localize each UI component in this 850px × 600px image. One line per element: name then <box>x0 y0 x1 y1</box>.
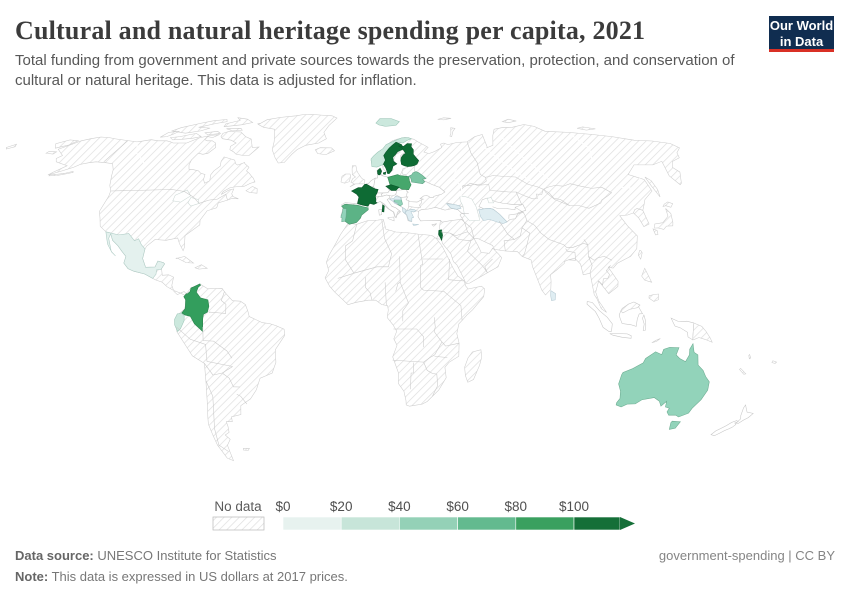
svg-text:$80: $80 <box>505 499 528 514</box>
svg-text:$100: $100 <box>559 499 589 514</box>
svg-text:$60: $60 <box>446 499 469 514</box>
svg-text:$40: $40 <box>388 499 411 514</box>
svg-text:$0: $0 <box>275 499 290 514</box>
svg-text:No data: No data <box>214 499 262 514</box>
svg-text:$20: $20 <box>330 499 353 514</box>
